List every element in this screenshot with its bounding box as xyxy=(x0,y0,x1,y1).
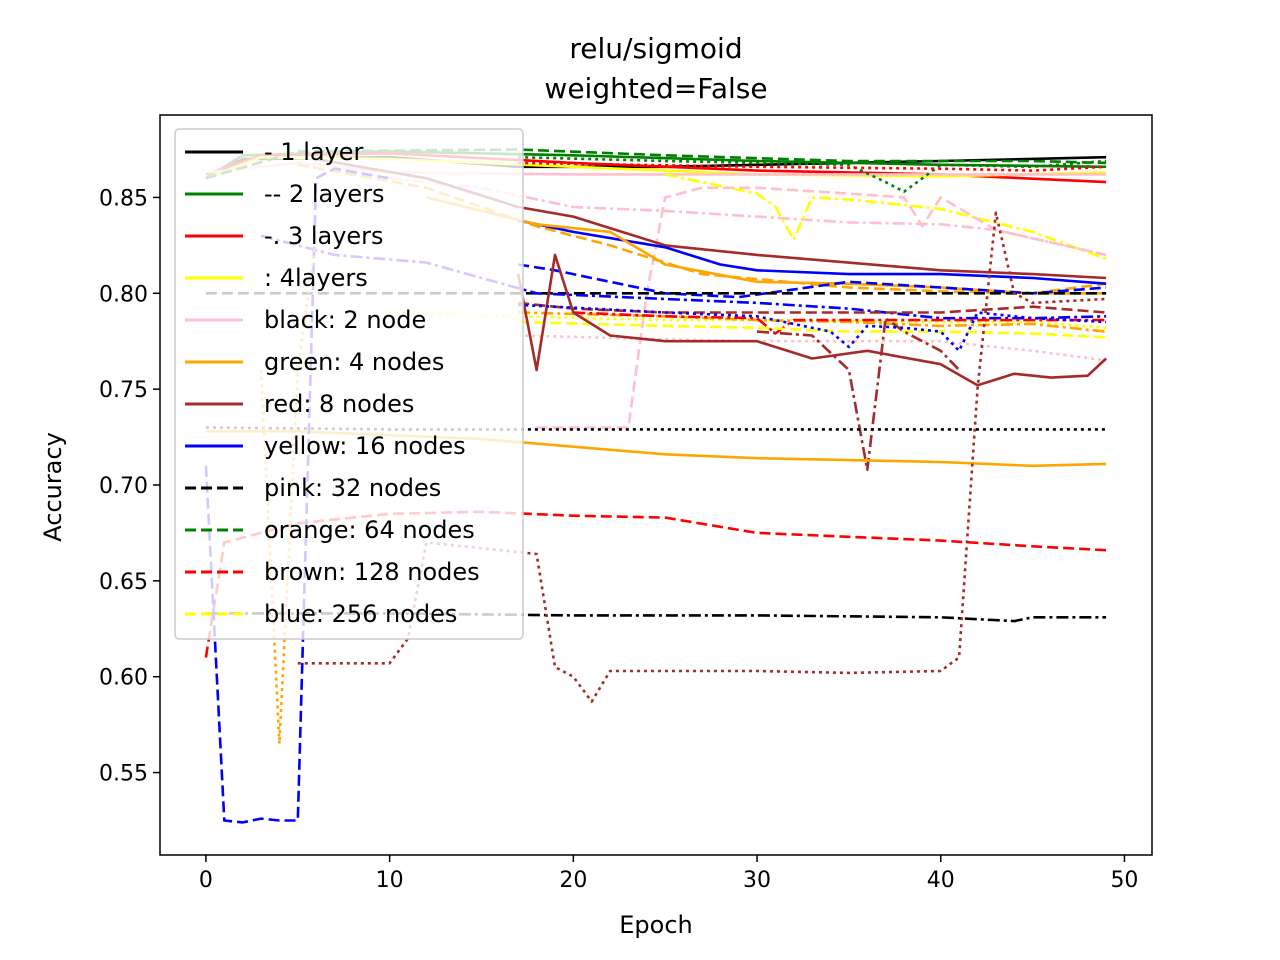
x-tick-label: 30 xyxy=(743,868,771,893)
series-line-24 xyxy=(516,253,1107,387)
chart-subtitle: weighted=False xyxy=(544,72,767,105)
legend-label: black: 2 node xyxy=(264,306,426,334)
x-tick-label: 50 xyxy=(1110,868,1138,893)
series-line-26 xyxy=(518,303,1107,353)
series-line-9 xyxy=(664,173,1107,261)
legend-label: -. 3 layers xyxy=(264,222,384,250)
series-line-6 xyxy=(518,155,1107,193)
y-tick-label: 0.70 xyxy=(99,474,148,499)
x-tick-label: 20 xyxy=(559,868,587,893)
series-line-7 xyxy=(518,161,1107,172)
x-tick-label: 40 xyxy=(927,868,955,893)
legend-label: - 1 layer xyxy=(264,138,364,166)
legend-label: red: 8 nodes xyxy=(264,390,414,418)
y-tick-label: 0.65 xyxy=(99,570,148,595)
x-axis-label: Epoch xyxy=(619,911,693,939)
series-line-21 xyxy=(573,311,1107,335)
y-axis-label: Accuracy xyxy=(39,432,67,542)
legend-label: yellow: 16 nodes xyxy=(264,432,466,460)
y-tick-label: 0.80 xyxy=(99,282,148,307)
legend-label: pink: 32 nodes xyxy=(264,474,441,502)
series-line-10 xyxy=(536,186,1107,429)
x-tick-label: 10 xyxy=(376,868,404,893)
legend-label: green: 4 nodes xyxy=(264,348,444,376)
legend-label: -- 2 layers xyxy=(264,180,385,208)
series-line-20 xyxy=(518,311,1107,333)
x-axis: 0 10 20 30 40 50 xyxy=(199,855,1138,893)
x-tick-label: 0 xyxy=(199,868,213,893)
series-line-32 xyxy=(204,167,390,824)
legend-label: orange: 64 nodes xyxy=(264,516,475,544)
legend: - 1 layer -- 2 layers -. 3 layers : 4layers… xyxy=(174,128,524,640)
series-line-13 xyxy=(517,219,1107,285)
legend-label: blue: 256 nodes xyxy=(264,600,457,628)
series-line-25 xyxy=(756,316,961,471)
series-line-22 xyxy=(518,320,1107,339)
legend-label: : 4layers xyxy=(264,264,368,292)
y-tick-label: 0.55 xyxy=(99,762,148,787)
series-line-23 xyxy=(518,334,1107,362)
chart-title: relu/sigmoid xyxy=(569,32,742,65)
legend-box xyxy=(174,128,524,640)
legend-label: brown: 128 nodes xyxy=(264,558,480,586)
y-axis: 0.55 0.60 0.65 0.70 0.75 0.80 0.85 xyxy=(99,186,160,787)
y-tick-label: 0.75 xyxy=(99,378,148,403)
y-tick-label: 0.85 xyxy=(99,186,148,211)
y-tick-label: 0.60 xyxy=(99,666,148,691)
